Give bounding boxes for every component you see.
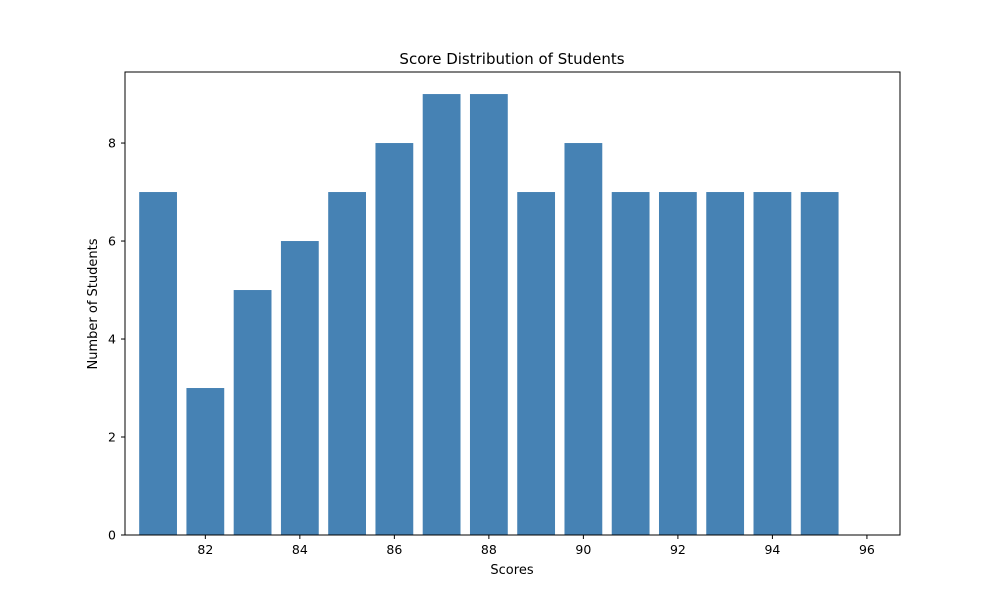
y-tick-label-0: 0 [108, 528, 116, 543]
bar-93 [706, 192, 745, 536]
bar-94 [753, 192, 792, 536]
bar-84 [280, 241, 319, 535]
bar-87 [422, 94, 461, 536]
bar-92 [658, 192, 697, 536]
bar-88 [469, 94, 508, 536]
x-axis-label: Scores [490, 563, 533, 578]
bar-89 [517, 192, 556, 536]
chart-title: Score Distribution of Students [399, 50, 624, 68]
y-tick-label-2: 2 [108, 430, 116, 445]
x-tick-label-94: 94 [764, 542, 780, 557]
bar-83 [233, 290, 272, 535]
y-axis-ticks: 0 2 4 6 8 [108, 136, 125, 543]
x-tick-label-92: 92 [670, 542, 686, 557]
bar-85 [328, 192, 366, 536]
y-axis-label: Number of Students [86, 238, 101, 369]
bar-91 [611, 192, 650, 536]
plot-frame [124, 71, 901, 536]
x-tick-label-88: 88 [481, 542, 497, 557]
bar-81 [139, 192, 177, 536]
x-tick-label-82: 82 [197, 542, 213, 557]
x-tick-label-90: 90 [575, 542, 591, 557]
x-tick-label-84: 84 [292, 542, 308, 557]
x-axis-ticks: 82 84 86 88 90 92 94 96 [197, 535, 875, 557]
bar-95 [800, 192, 839, 536]
bar-86 [375, 143, 414, 536]
x-tick-label-86: 86 [386, 542, 402, 557]
bar-90 [564, 143, 603, 536]
y-tick-label-8: 8 [108, 136, 116, 151]
y-tick-label-4: 4 [108, 332, 116, 347]
x-tick-label-96: 96 [859, 542, 875, 557]
bars-group [139, 94, 839, 536]
bar-82 [186, 388, 225, 535]
y-tick-label-6: 6 [108, 234, 116, 249]
